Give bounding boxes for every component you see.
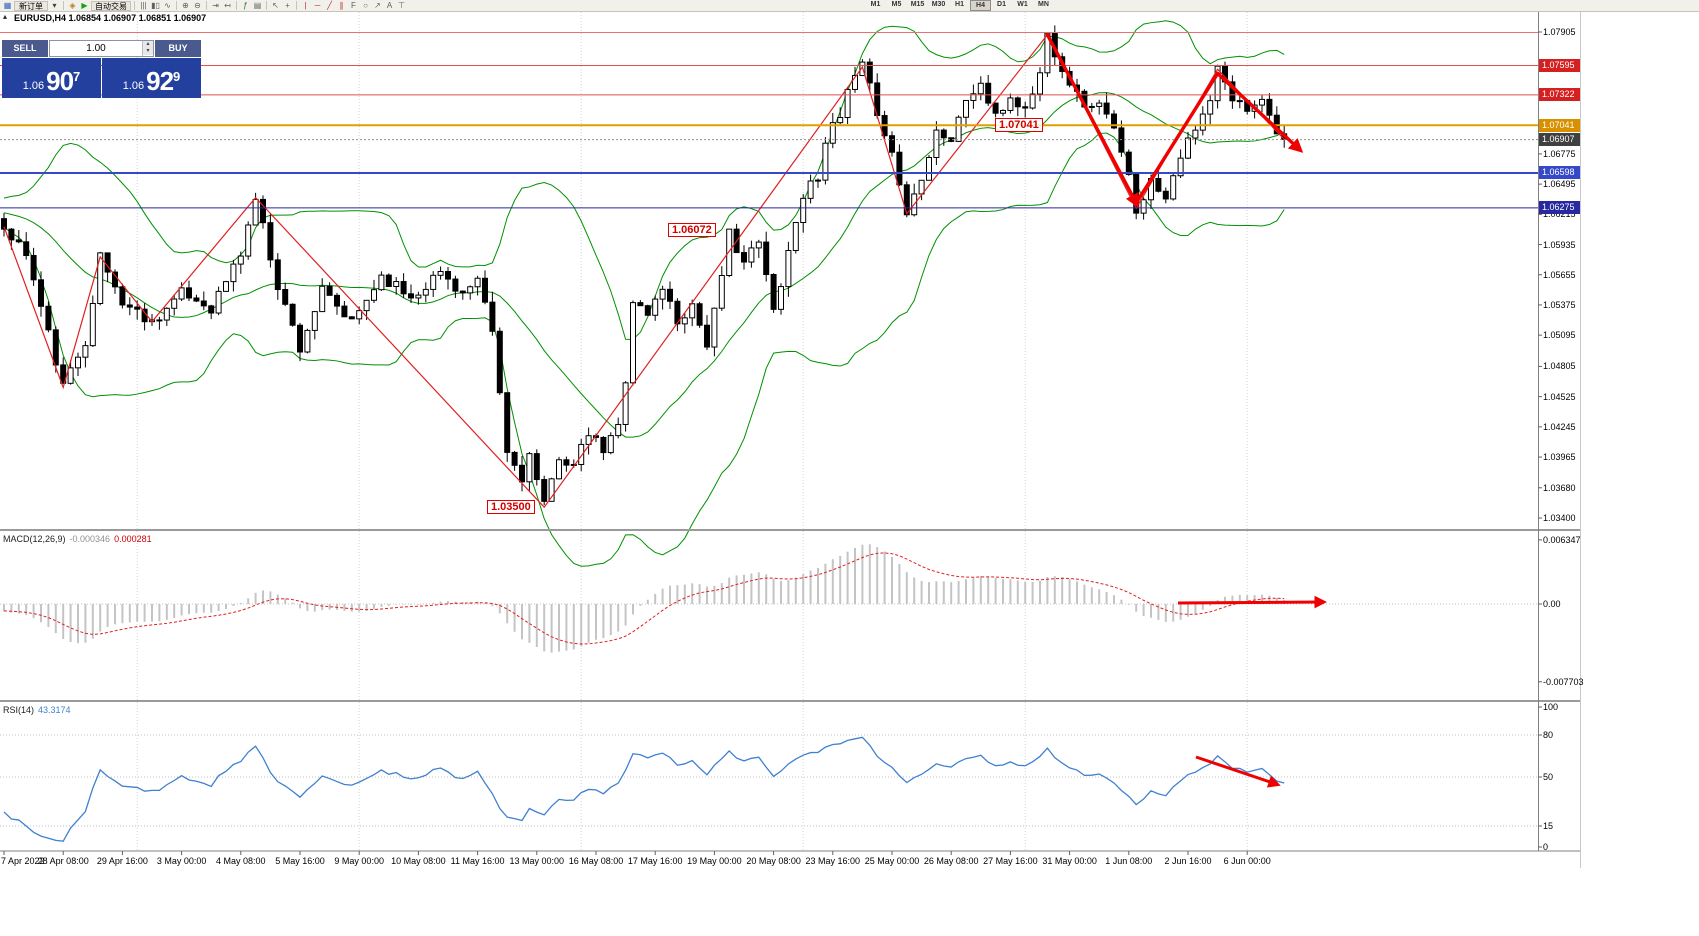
volume-increase-button[interactable]: ▴ (143, 41, 153, 48)
sell-price-pips: 90 (46, 66, 74, 96)
chart-ohlc-header: EURUSD,H4 1.06854 1.06907 1.06851 1.0690… (14, 13, 207, 23)
macd-name: MACD(12,26,9) (3, 534, 66, 544)
new-order-dropdown-icon[interactable]: ▾ (52, 0, 57, 10)
buy-button[interactable]: BUY (155, 40, 201, 57)
shapes-icon[interactable]: ○ (363, 0, 368, 10)
toolbar-separator (63, 1, 64, 10)
timeframe-h1[interactable]: H1 (955, 1, 964, 8)
rsi-name: RSI(14) (3, 705, 35, 715)
price-annotation[interactable]: 1.07041 (995, 118, 1043, 132)
volume-field[interactable]: 1.00 ▴ ▾ (49, 40, 154, 57)
autotrading-play-icon[interactable]: ▶ (81, 0, 88, 10)
sell-price-point: 7 (73, 69, 81, 84)
timeframe-m1[interactable]: M1 (870, 1, 881, 8)
toolbar-separator (296, 1, 297, 10)
channel-icon[interactable]: ∥ (339, 0, 344, 10)
volume-spinner: ▴ ▾ (142, 41, 153, 56)
arrow-icon[interactable]: ↗ (374, 0, 381, 10)
timeframe-m5[interactable]: M5 (891, 1, 902, 8)
line-chart-icon[interactable]: ∿ (164, 0, 171, 10)
price-annotation[interactable]: 1.06072 (668, 223, 716, 237)
timeframe-m15[interactable]: M15 (910, 1, 925, 8)
macd-main-value: -0.000346 (69, 534, 111, 544)
auto-scroll-icon[interactable]: ⇥ (212, 0, 219, 10)
cursor-icon[interactable]: ↖ (272, 0, 279, 10)
macd-label: MACD(12,26,9) -0.000346 0.000281 (3, 534, 152, 544)
toolbar-separator (236, 1, 237, 10)
indicators-icon[interactable]: ƒ (243, 0, 248, 10)
toolbar: ▦ 新订单 ▾ ◈ ▶ 自动交易 ||| ▮▯ ∿ ⊕ ⊖ ⇥ ↤ ƒ ▤ ↖ + | ─ ╱ ∥ F ○ ↗ A ⊤ M1 M5 M… (0, 0, 1699, 12)
metaeditor-icon[interactable]: ◈ (69, 0, 76, 10)
trade-panel-collapse-icon[interactable]: ▴ (3, 12, 8, 21)
autotrading-button[interactable]: 自动交易 (91, 0, 131, 11)
rsi-value: 43.3174 (38, 705, 71, 715)
timeframe-mn[interactable]: MN (1038, 1, 1049, 8)
timeframe-h4[interactable]: H4 (970, 0, 991, 11)
macd-signal-value: 0.000281 (114, 534, 152, 544)
toolbar-icons: ▦ 新订单 ▾ ◈ ▶ 自动交易 ||| ▮▯ ∿ ⊕ ⊖ ⇥ ↤ ƒ ▤ ↖ + | ─ ╱ ∥ F ○ ↗ A ⊤ (2, 0, 407, 11)
rsi-label: RSI(14) 43.3174 (3, 705, 71, 715)
timeframe-d1[interactable]: D1 (997, 1, 1006, 8)
candlestick-chart-icon[interactable]: ▮▯ (151, 0, 160, 10)
sell-button[interactable]: SELL (2, 40, 48, 57)
buy-price-button[interactable]: 1.06 92 9 (102, 58, 201, 98)
trendline-icon[interactable]: ╱ (327, 0, 332, 10)
buy-price-figure: 1.06 (122, 80, 145, 92)
toolbar-separator (176, 1, 177, 10)
zoom-out-icon[interactable]: ⊖ (194, 0, 201, 10)
label-icon[interactable]: ⊤ (398, 0, 405, 10)
chart-shift-icon[interactable]: ↤ (224, 0, 231, 10)
timeframe-m30[interactable]: M30 (931, 1, 946, 8)
timeframe-toolbar: M1 M5 M15 M30 H1 H4 D1 W1 MN (865, 0, 1054, 11)
text-icon[interactable]: A (386, 0, 393, 10)
toolbar-separator (134, 1, 135, 10)
sell-price-button[interactable]: 1.06 90 7 (2, 58, 101, 98)
buy-price-point: 9 (173, 69, 181, 84)
volume-value: 1.00 (86, 43, 106, 54)
one-click-trading-panel: SELL 1.00 ▴ ▾ BUY 1.06 90 7 1.06 92 9 (2, 40, 201, 98)
toolbar-separator (206, 1, 207, 10)
buy-price-pips: 92 (146, 66, 174, 96)
bar-chart-icon[interactable]: ||| (140, 0, 147, 10)
zoom-in-icon[interactable]: ⊕ (182, 0, 189, 10)
chart-window-icon[interactable]: ▦ (3, 0, 12, 10)
vertical-line-icon[interactable]: | (304, 0, 307, 10)
timeframe-w1[interactable]: W1 (1017, 1, 1028, 8)
new-order-button[interactable]: 新订单 (14, 0, 48, 11)
horizontal-line-icon[interactable]: ─ (314, 0, 321, 10)
fibonacci-icon[interactable]: F (351, 0, 356, 10)
price-annotation[interactable]: 1.03500 (487, 500, 535, 514)
sell-price-figure: 1.06 (22, 80, 45, 92)
templates-icon[interactable]: ▤ (253, 0, 262, 10)
crosshair-icon[interactable]: + (285, 0, 290, 10)
toolbar-separator (266, 1, 267, 10)
volume-decrease-button[interactable]: ▾ (143, 48, 153, 55)
